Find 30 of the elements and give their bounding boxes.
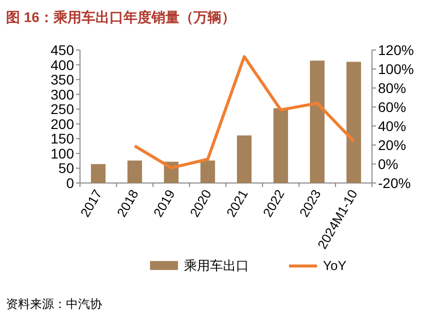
- y-tick-label: 0: [66, 175, 74, 191]
- y2-tick-label: 0%: [378, 156, 398, 172]
- text: 资料来源：中汽协: [6, 297, 102, 311]
- y2-tick-label: 40%: [378, 118, 406, 134]
- y-tick-label: 150: [50, 130, 74, 147]
- y2-tick-label: 100%: [378, 61, 414, 77]
- y2-tick-label: 60%: [378, 99, 406, 115]
- y2-tick-label: 80%: [378, 80, 406, 96]
- y-tick-label: 200: [50, 116, 74, 132]
- bar: [346, 62, 362, 183]
- legend-label: 乘用车出口: [184, 258, 249, 273]
- y-tick-label: 300: [50, 86, 74, 102]
- legend-label: YoY: [323, 258, 347, 273]
- bar: [90, 164, 106, 183]
- bar: [236, 135, 252, 183]
- chart-title: 图 16：乘用车出口年度销量（万辆）: [6, 9, 236, 25]
- bar: [273, 108, 288, 183]
- y-tick-label: 350: [50, 72, 74, 88]
- y2-tick-label: 120%: [378, 42, 414, 58]
- y-tick-label: 400: [50, 56, 74, 73]
- bar: [310, 60, 325, 183]
- y-tick-label: 250: [50, 101, 74, 118]
- y2-tick-label: 20%: [378, 137, 406, 153]
- line-series: [133, 55, 356, 170]
- y-tick-label: 450: [50, 42, 74, 58]
- y2-tick-label: -20%: [378, 175, 411, 191]
- bar: [200, 160, 216, 183]
- y-tick-label: 50: [58, 160, 74, 176]
- bar: [127, 160, 142, 183]
- y-tick-label: 100: [50, 145, 74, 162]
